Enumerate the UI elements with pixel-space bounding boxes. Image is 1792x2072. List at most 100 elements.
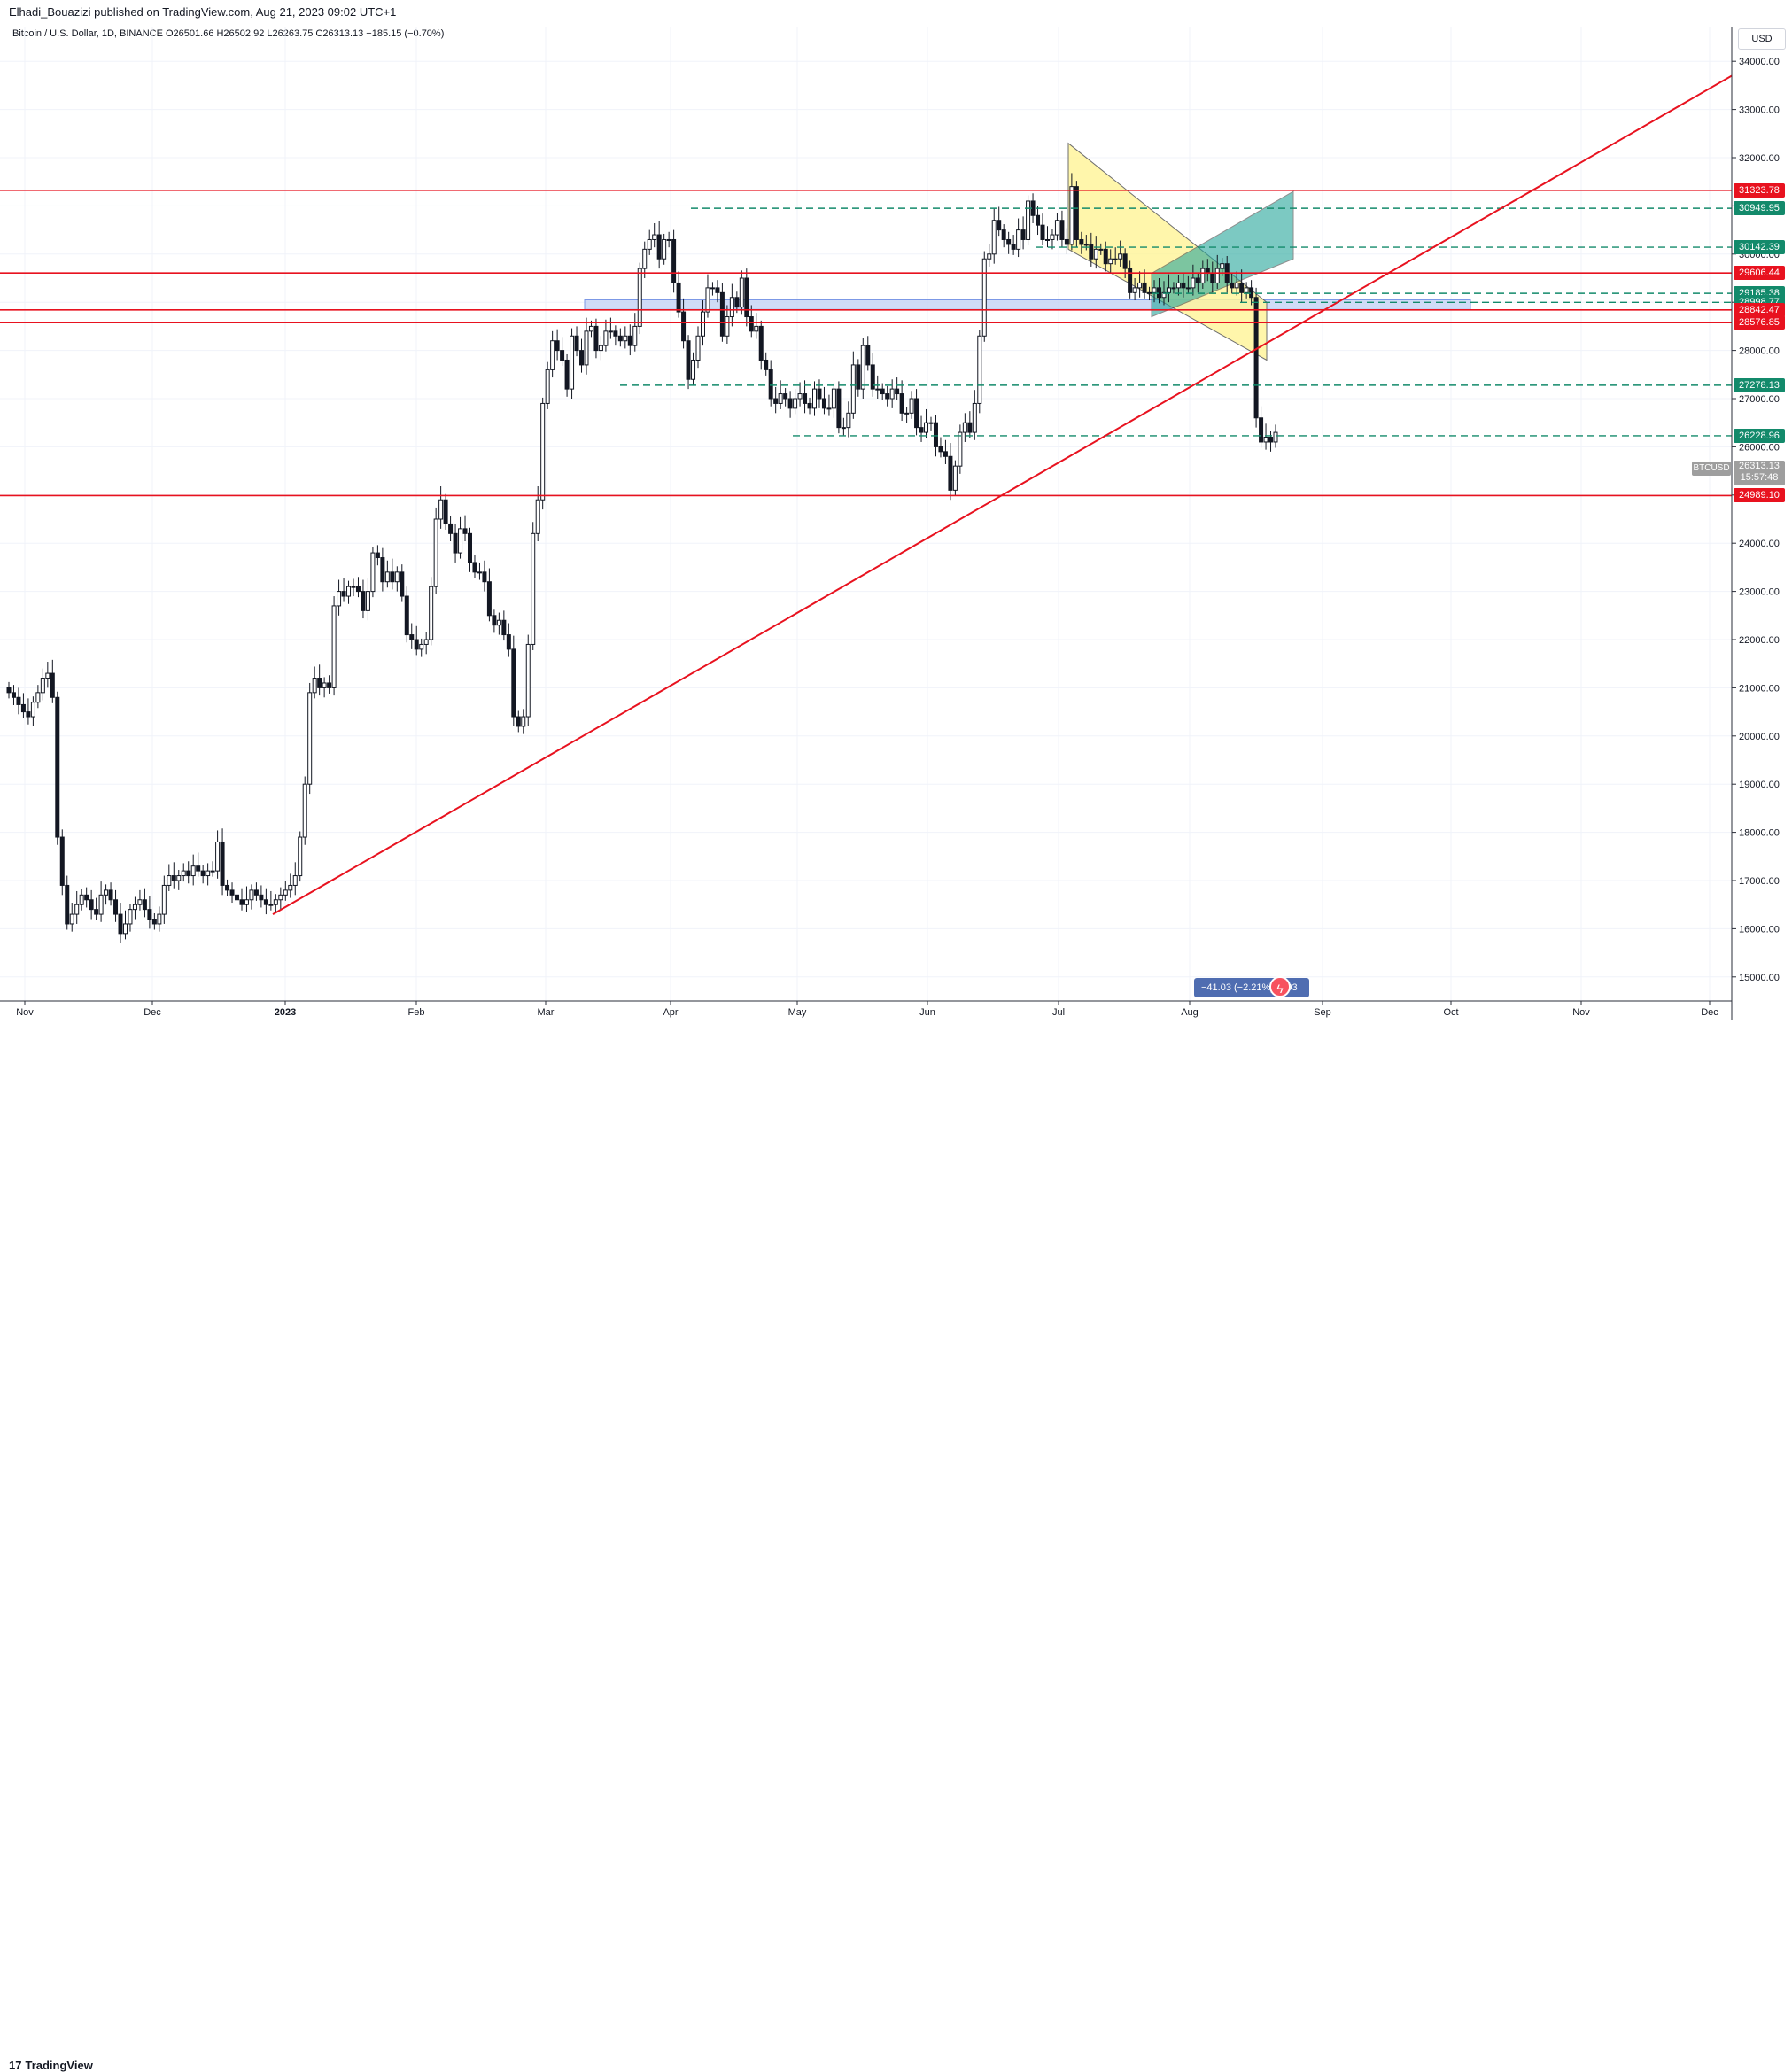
candle-body xyxy=(1079,238,1084,245)
x-tick-label: Nov xyxy=(1572,1007,1590,1018)
candle-body xyxy=(157,913,162,925)
x-tick-label: Aug xyxy=(1181,1007,1199,1018)
measure-readout[interactable]: −41.03 (−2.21%) 1103 xyxy=(1194,978,1309,997)
candle xyxy=(1108,249,1113,274)
candle xyxy=(79,889,84,911)
candle xyxy=(229,882,235,904)
candle xyxy=(20,693,26,718)
time-axis: Nov Dec 2023 Feb Mar Apr May Jun Jul Aug Sep Oct Nov… xyxy=(0,1000,1732,1018)
candle-body xyxy=(952,465,958,491)
candle-body xyxy=(118,913,123,935)
price-label: 24989.10 xyxy=(1734,488,1785,503)
candle-body xyxy=(501,619,507,636)
candle xyxy=(94,897,99,920)
candle-body xyxy=(467,532,472,563)
candle xyxy=(312,666,317,699)
candle-body xyxy=(196,865,201,872)
candle-series xyxy=(6,173,1278,943)
candle xyxy=(797,382,803,407)
candle xyxy=(967,411,973,438)
candle-body xyxy=(263,899,268,905)
candle-body xyxy=(783,393,788,400)
candle-body xyxy=(317,678,322,688)
candle xyxy=(865,336,871,371)
candle xyxy=(1103,241,1108,272)
candle xyxy=(45,662,50,688)
candle-body xyxy=(1020,229,1026,240)
candle xyxy=(438,486,444,529)
candle xyxy=(623,326,628,349)
candle xyxy=(924,408,929,438)
candle xyxy=(113,889,119,922)
candle-body xyxy=(1137,282,1143,289)
candle-body xyxy=(623,335,628,342)
candle-body xyxy=(671,238,677,283)
candle-body xyxy=(1152,287,1157,293)
candle xyxy=(511,635,516,726)
candle-body xyxy=(1036,214,1041,226)
candle-body xyxy=(346,586,352,597)
candle-body xyxy=(370,552,376,593)
candle-body xyxy=(1171,287,1176,290)
candle-body xyxy=(215,841,221,872)
candle xyxy=(715,280,720,303)
candle-body xyxy=(758,325,764,361)
price-chart[interactable]: 34000.0033000.0032000.0031000.0030000.00… xyxy=(0,0,1792,1053)
candle-body xyxy=(1118,253,1123,260)
candle-body xyxy=(1185,287,1191,290)
y-tick-label: 27000.00 xyxy=(1739,394,1780,405)
candle-body xyxy=(817,388,822,400)
candle xyxy=(1001,224,1006,248)
candle xyxy=(292,862,298,896)
currency-selector[interactable]: USD xyxy=(1738,28,1786,50)
candle xyxy=(1011,235,1016,255)
candle-body xyxy=(259,894,264,901)
candle-body xyxy=(632,325,638,346)
candle-body xyxy=(482,571,487,583)
candle xyxy=(725,305,730,344)
candle xyxy=(322,677,327,698)
candle xyxy=(157,906,162,932)
candle-body xyxy=(1273,431,1278,443)
candle xyxy=(1214,254,1220,289)
candle xyxy=(1185,275,1191,294)
candle-body xyxy=(642,248,648,269)
candle xyxy=(768,360,773,407)
y-tick-label: 32000.00 xyxy=(1739,153,1780,164)
candle-body xyxy=(486,581,492,617)
price-label: 31323.78 xyxy=(1734,182,1785,198)
candle xyxy=(259,885,264,908)
candle xyxy=(1079,231,1084,254)
candle xyxy=(1064,228,1069,254)
candle xyxy=(394,566,400,592)
candle xyxy=(458,516,463,559)
candle-body xyxy=(768,369,773,400)
candle-body xyxy=(909,398,914,414)
candle-body xyxy=(351,586,356,588)
candle xyxy=(817,379,822,408)
symbol-ohlc-legend[interactable]: Bitcoin / U.S. Dollar, 1D, BINANCE O2650… xyxy=(12,28,445,39)
lightning-icon[interactable]: ϟ xyxy=(1269,976,1291,997)
candle-body xyxy=(1093,248,1098,260)
footer: 17 TradingView xyxy=(0,1026,1792,2072)
candle xyxy=(525,634,531,726)
candle xyxy=(171,862,176,889)
candle xyxy=(142,888,147,918)
candle xyxy=(176,870,182,890)
candle-body xyxy=(341,591,346,597)
candle xyxy=(327,675,332,694)
x-tick-label: Sep xyxy=(1314,1007,1331,1018)
tradingview-logo[interactable]: 17 TradingView xyxy=(9,2059,93,2072)
candle xyxy=(283,881,288,901)
candle xyxy=(1249,280,1254,306)
current-price-label: 26313.13 15:57:48 xyxy=(1734,461,1785,485)
candle xyxy=(477,562,482,580)
candle xyxy=(278,887,283,910)
candle xyxy=(1036,206,1041,236)
candle-body xyxy=(181,870,186,877)
candle xyxy=(355,577,361,598)
candle-body xyxy=(298,836,303,877)
candle-body xyxy=(719,291,725,337)
candle xyxy=(598,336,603,361)
candle-body xyxy=(846,412,851,429)
